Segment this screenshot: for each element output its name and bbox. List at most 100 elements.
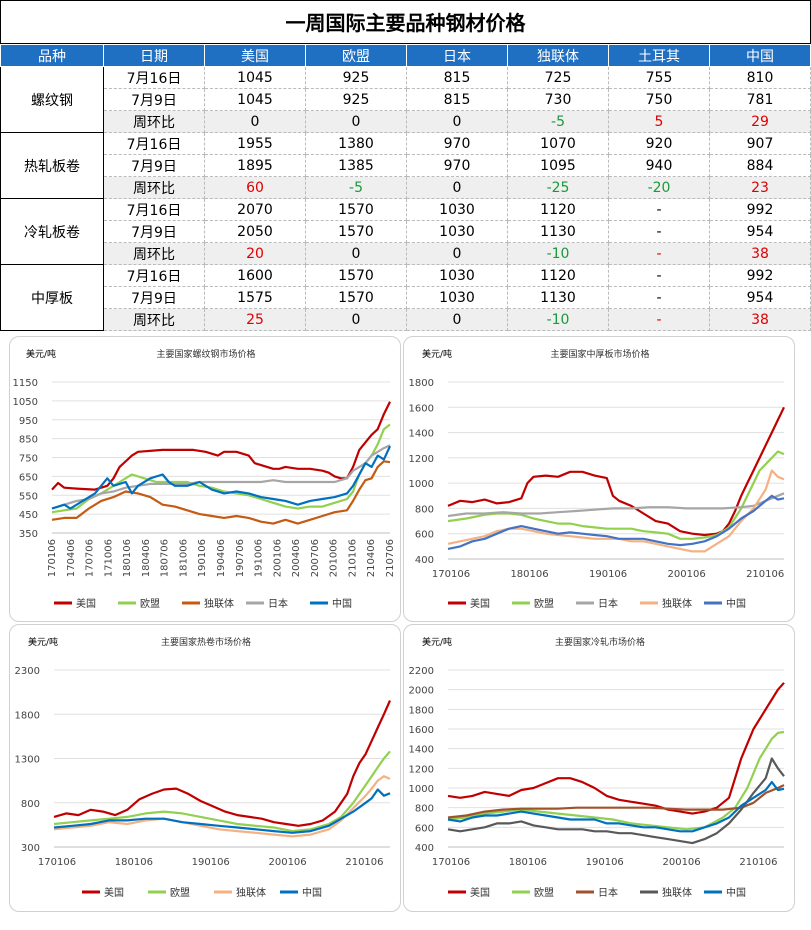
price-cell-us: 1575 — [204, 286, 306, 309]
price-cell-tr: 940 — [608, 154, 710, 177]
y-tick-label: 800 — [415, 804, 434, 815]
x-tick-label: 200106 — [272, 539, 283, 577]
variety-cell: 热轧板卷 — [0, 132, 104, 199]
y-tick-label: 1200 — [409, 454, 434, 465]
table-row: 冷轧板卷 7月16日 2070 1570 1030 1120-992 — [0, 198, 811, 265]
price-cell-eu: -5 — [305, 176, 407, 199]
x-tick-label: 210106 — [347, 539, 358, 577]
price-cell-jp: 970 — [406, 154, 508, 177]
table-row: 周环比 60 -5 0 -25 -20 23 — [1, 176, 811, 199]
legend-label: 中国 — [726, 886, 746, 899]
unit-label: 美元/吨 — [26, 348, 56, 360]
table-row: 7月9日 1895 1385 970 1095 940 884 — [1, 154, 811, 177]
y-tick-label: 1150 — [13, 378, 38, 389]
plate-price-chart: 主要国家中厚板市场价格 美元/吨 400 600 800 1000 1200 1400 1600… — [409, 348, 785, 610]
y-tick-label: 1400 — [409, 429, 434, 440]
y-tick-label: 1400 — [409, 745, 434, 756]
legend-label: 日本 — [268, 597, 288, 610]
y-tick-label: 800 — [21, 799, 40, 810]
series-line-4 — [447, 781, 785, 833]
table-row: 热轧板卷 7月16日 1955 1380 970 1070 920 907 — [0, 132, 811, 199]
variety-cell: 冷轧板卷 — [0, 198, 104, 265]
date-cell: 7月9日 — [103, 220, 205, 243]
price-cell-us: 0 — [204, 110, 306, 133]
price-cell-tr: - — [608, 286, 710, 309]
date-cell: 7月16日 — [103, 66, 205, 89]
price-cell-cis: -5 — [507, 110, 609, 133]
series-line-0 — [53, 700, 392, 827]
series-line-4 — [447, 494, 785, 550]
x-tick-label: 200106 — [662, 857, 700, 868]
price-cell-jp: 1030 — [406, 220, 508, 243]
date-cell: 7月16日 — [103, 198, 205, 221]
table-row: 周环比 0 0 0 -5 5 29 — [1, 110, 811, 133]
legend-label: 独联体 — [662, 597, 692, 610]
y-tick-label: 1050 — [13, 397, 38, 408]
table-row: 周环比 25 0 0 -10-38 — [1, 308, 811, 331]
price-cell-eu: 1570 — [305, 264, 407, 287]
date-cell: 周环比 — [103, 176, 205, 199]
x-tick-label: 200106 — [668, 569, 706, 580]
price-cell-eu: 0 — [305, 110, 407, 133]
price-cell-cis: 1070 — [507, 132, 609, 155]
y-tick-label: 2300 — [15, 666, 40, 677]
price-cell-cis: 725 — [507, 66, 609, 89]
legend-label: 日本 — [598, 597, 618, 610]
x-tick-label: 170106 — [432, 857, 470, 868]
header-date: 日期 — [103, 44, 205, 67]
table-row: 7月9日 2050 1570 1030 1130-954 — [1, 220, 811, 243]
date-cell: 周环比 — [103, 242, 205, 265]
price-cell-cn: 781 — [709, 88, 811, 111]
price-cell-us: 1600 — [204, 264, 306, 287]
price-cell-eu: 1570 — [305, 198, 407, 221]
price-cell-cn: 907 — [709, 132, 811, 155]
price-cell-us: 1045 — [204, 88, 306, 111]
unit-label: 美元/吨 — [422, 636, 452, 648]
price-cell-us: 1955 — [204, 132, 306, 155]
table-row: 螺纹钢 7月16日 1045 925 815 725 755 810 — [0, 66, 811, 133]
legend-label: 美国 — [470, 597, 490, 610]
x-tick-label: 170406 — [66, 539, 77, 577]
series-line-0 — [51, 401, 391, 491]
table-row: 7月9日 1045 925 815 730 750 781 — [1, 88, 811, 111]
series-line-1 — [447, 450, 785, 540]
price-cell-cis: 730 — [507, 88, 609, 111]
series-line-3 — [53, 788, 391, 834]
legend-label: 独联体 — [204, 597, 234, 610]
series-line-3 — [447, 757, 785, 845]
y-tick-label: 1200 — [409, 764, 434, 775]
table-row: 周环比 20 0 0 -10-38 — [1, 242, 811, 265]
price-cell-jp: 1030 — [406, 286, 508, 309]
y-tick-label: 1800 — [15, 710, 40, 721]
price-cell-cn: 954 — [709, 286, 811, 309]
chart-panel-plate: 主要国家中厚板市场价格 美元/吨 400 600 800 1000 1200 1400 1600… — [403, 336, 795, 622]
x-tick-label: 181006 — [178, 539, 189, 577]
price-cell-cis: 1130 — [507, 286, 609, 309]
y-tick-label: 750 — [19, 454, 38, 465]
x-tick-label: 200106 — [268, 857, 306, 868]
price-cell-tr: - — [608, 242, 710, 265]
y-tick-label: 650 — [19, 472, 38, 483]
y-tick-label: 550 — [19, 491, 38, 502]
price-cell-us: 2050 — [204, 220, 306, 243]
price-cell-jp: 1030 — [406, 264, 508, 287]
x-tick-label: 170106 — [47, 539, 58, 577]
x-tick-label: 180106 — [122, 539, 133, 577]
table-body: 螺纹钢 7月16日 1045 925 815 725 755 810 7月9日 1045 925 81… — [0, 66, 811, 331]
price-cell-cn: 810 — [709, 66, 811, 89]
x-tick-label: 170106 — [38, 857, 76, 868]
table-row: 7月9日 1575 1570 1030 1130-954 — [1, 286, 811, 309]
series-line-2 — [447, 784, 785, 819]
legend-label: 欧盟 — [170, 887, 190, 899]
y-tick-label: 400 — [415, 843, 434, 854]
series-line-1 — [53, 750, 391, 833]
x-tick-label: 190406 — [216, 539, 227, 577]
legend-label: 美国 — [470, 886, 490, 899]
x-tick-label: 200406 — [291, 539, 302, 577]
chart-title: 主要国家中厚板市场价格 — [550, 348, 649, 360]
chart-title: 主要国家热卷市场价格 — [161, 636, 251, 648]
y-tick-label: 1600 — [409, 725, 434, 736]
chart-title: 主要国家冷轧市场价格 — [555, 636, 645, 648]
price-cell-us: 25 — [204, 308, 306, 331]
date-cell: 7月9日 — [103, 154, 205, 177]
